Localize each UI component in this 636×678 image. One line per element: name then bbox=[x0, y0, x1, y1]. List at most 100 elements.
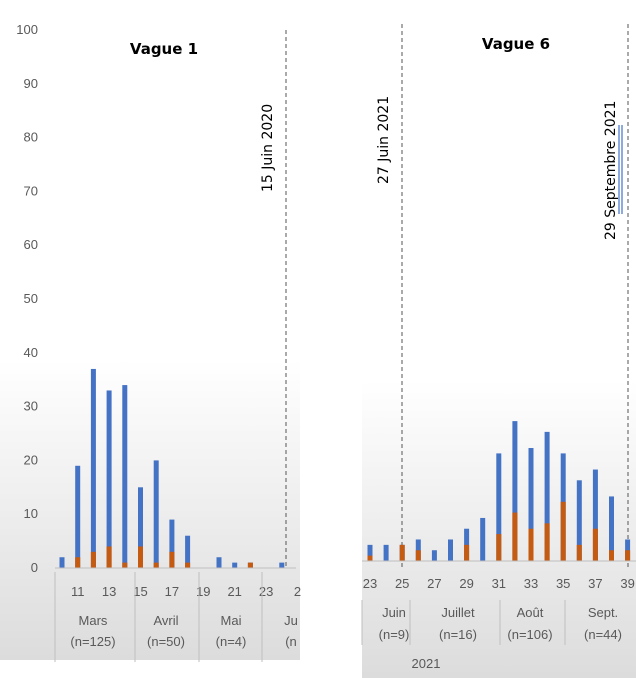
bar-orange bbox=[247, 562, 253, 568]
bar-orange bbox=[496, 534, 502, 561]
x-tick-label: 15 bbox=[133, 584, 147, 599]
y-tick-label: 20 bbox=[24, 452, 38, 467]
y-tick-label: 30 bbox=[24, 399, 38, 414]
bar-orange bbox=[544, 523, 550, 561]
bar-blue bbox=[185, 535, 191, 568]
bar-orange bbox=[592, 528, 598, 561]
bar-orange bbox=[122, 562, 128, 568]
x-tick-label: 33 bbox=[524, 576, 538, 591]
bar-orange bbox=[106, 546, 112, 568]
bar-blue bbox=[153, 460, 159, 568]
bar-blue bbox=[90, 368, 96, 568]
month-label: Mars bbox=[79, 613, 108, 628]
month-count: (n=16) bbox=[439, 627, 477, 642]
bar-orange bbox=[464, 544, 470, 561]
bar-blue bbox=[122, 385, 128, 568]
month-label: Août bbox=[517, 605, 544, 620]
month-count: (n bbox=[285, 634, 297, 649]
panel2-title: Vague 6 bbox=[482, 35, 550, 53]
bar-blue bbox=[431, 550, 437, 561]
bar-orange bbox=[75, 557, 81, 568]
x-tick-label: 25 bbox=[395, 576, 409, 591]
month-count: (n=44) bbox=[584, 627, 622, 642]
month-label: Juillet bbox=[441, 605, 475, 620]
panel1-bars bbox=[59, 368, 285, 568]
bar-orange bbox=[399, 544, 405, 561]
vline-label-2020: 15 Juin 2020 bbox=[260, 104, 276, 192]
bar-orange bbox=[169, 551, 175, 568]
bar-blue bbox=[383, 544, 389, 561]
y-tick-label: 90 bbox=[24, 76, 38, 91]
panel1-title: Vague 1 bbox=[130, 40, 198, 58]
x-tick-label: 13 bbox=[102, 584, 116, 599]
month-label: Juin bbox=[382, 605, 406, 620]
bar-blue bbox=[576, 480, 582, 561]
bar-orange bbox=[138, 546, 143, 568]
bar-blue bbox=[480, 517, 486, 561]
bar-blue bbox=[59, 557, 65, 568]
month-label: Avril bbox=[153, 613, 178, 628]
month-count: (n=125) bbox=[70, 634, 115, 649]
x-tick-label: 39 bbox=[620, 576, 634, 591]
bar-blue bbox=[544, 431, 550, 561]
bar-blue bbox=[216, 557, 222, 568]
x-tick-label: 29 bbox=[459, 576, 473, 591]
y-tick-label: 40 bbox=[24, 345, 38, 360]
bar-blue bbox=[75, 465, 81, 568]
bar-orange bbox=[625, 550, 631, 561]
bar-blue bbox=[138, 487, 143, 568]
x-tick-label: 17 bbox=[165, 584, 179, 599]
bar-blue bbox=[279, 562, 285, 568]
bar-orange bbox=[153, 562, 159, 568]
panel-vague-6: Vague 6 27 Juin 2021 29 Septembre 2021 2… bbox=[361, 24, 636, 671]
y-axis-ticks: 0 10 20 30 40 50 60 70 80 90 100 bbox=[16, 22, 38, 575]
panel1-x-ticks: 11 13 15 17 19 21 23 2 bbox=[71, 584, 301, 599]
month-label: Mai bbox=[221, 613, 242, 628]
panel2-bars bbox=[367, 421, 631, 561]
vline-label-juin-2021: 27 Juin 2021 bbox=[376, 96, 392, 184]
bar-blue bbox=[496, 453, 502, 561]
y-tick-label: 80 bbox=[24, 130, 38, 145]
bar-orange bbox=[512, 512, 518, 561]
y-tick-label: 0 bbox=[31, 560, 38, 575]
y-tick-label: 50 bbox=[24, 291, 38, 306]
y-tick-label: 60 bbox=[24, 237, 38, 252]
panel-vague-1: Vague 1 15 Juin 2020 11 13 15 17 19 21 23 2 Mar… bbox=[54, 30, 301, 662]
bar-orange bbox=[90, 551, 96, 568]
month-count: (n=4) bbox=[216, 634, 247, 649]
bar-orange bbox=[367, 555, 373, 561]
bar-blue bbox=[528, 448, 534, 561]
bar-blue bbox=[232, 562, 238, 568]
panel1-shade bbox=[0, 360, 300, 660]
x-tick-label: 23 bbox=[259, 584, 273, 599]
y-tick-label: 10 bbox=[24, 506, 38, 521]
panel1-month-groups: Mars (n=125) Avril (n=50) Mai (n=4) Ju (n bbox=[54, 572, 298, 662]
bar-orange bbox=[415, 550, 421, 561]
x-tick-label: 21 bbox=[227, 584, 241, 599]
x-tick-label: 19 bbox=[196, 584, 210, 599]
x-tick-label: 23 bbox=[363, 576, 377, 591]
bar-orange bbox=[576, 544, 582, 561]
month-count: (n=50) bbox=[147, 634, 185, 649]
panel2-month-groups: Juin (n=9) Juillet (n=16) Août (n=106) Sept. (n… bbox=[361, 600, 622, 645]
y-tick-label: 100 bbox=[16, 22, 38, 37]
x-tick-label: 2 bbox=[294, 584, 301, 599]
bar-orange bbox=[528, 528, 534, 561]
bar-orange bbox=[185, 562, 191, 568]
panel2-x-ticks: 23 25 27 29 31 33 35 37 39 bbox=[363, 576, 635, 591]
bar-blue bbox=[106, 390, 112, 568]
x-tick-label: 11 bbox=[71, 584, 85, 599]
month-count: (n=106) bbox=[507, 627, 552, 642]
bar-orange bbox=[609, 550, 614, 561]
month-label: Sept. bbox=[588, 605, 618, 620]
month-count: (n=9) bbox=[379, 627, 410, 642]
bar-blue bbox=[448, 539, 453, 561]
bar-blue bbox=[592, 469, 598, 561]
x-tick-label: 35 bbox=[556, 576, 570, 591]
y-tick-label: 70 bbox=[24, 183, 38, 198]
bar-blue bbox=[512, 421, 518, 561]
x-tick-label: 37 bbox=[588, 576, 602, 591]
bar-blue bbox=[367, 544, 373, 561]
bar-blue bbox=[609, 496, 614, 561]
year-label: 2021 bbox=[412, 656, 441, 671]
